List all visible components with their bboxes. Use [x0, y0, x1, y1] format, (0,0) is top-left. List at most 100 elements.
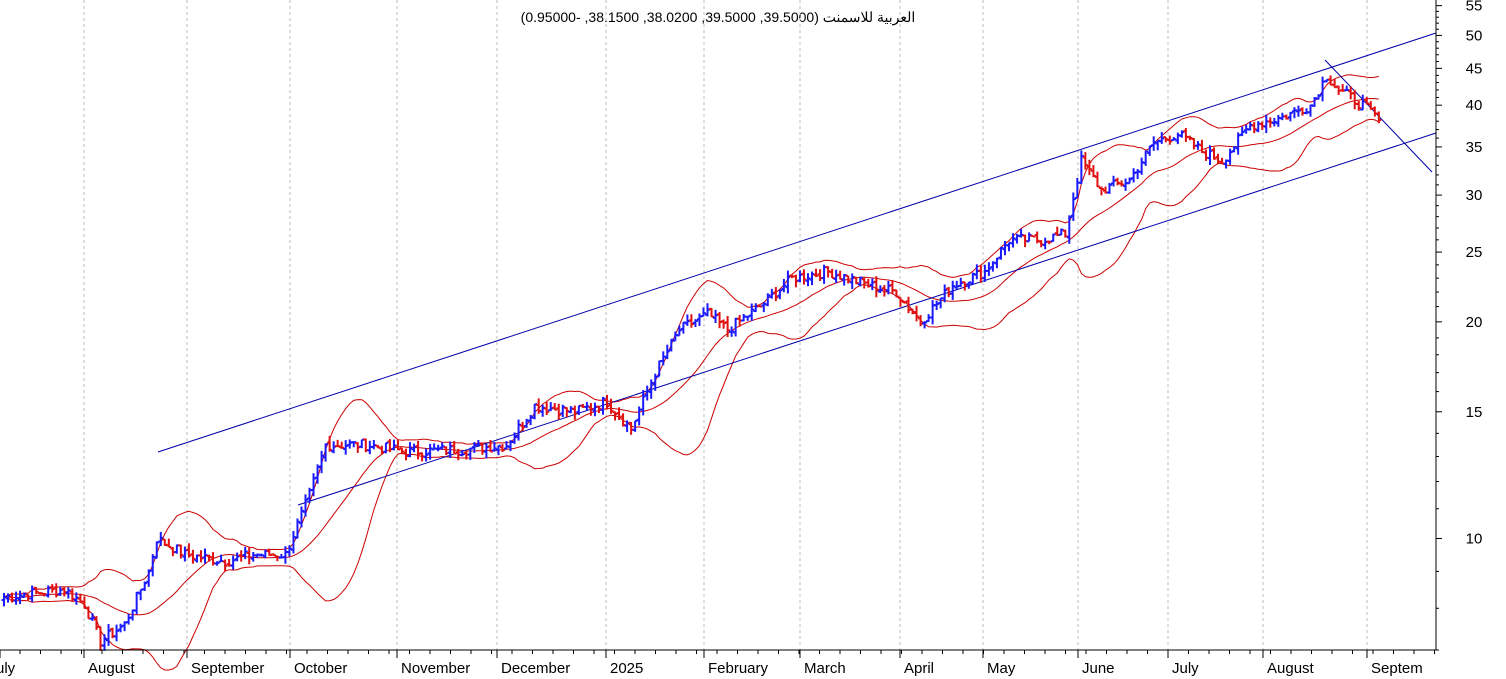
price-bar [395, 440, 401, 451]
x-tick-label: 2025 [610, 660, 643, 677]
price-bar [335, 439, 341, 448]
price-bar [1299, 107, 1305, 116]
price-bar [548, 402, 554, 412]
price-bar [258, 553, 264, 557]
price-bar [29, 585, 35, 603]
price-bar [1171, 137, 1177, 142]
x-tick-label: July [1172, 660, 1199, 677]
price-bar [753, 303, 759, 313]
channel-lower-line [297, 132, 1437, 506]
y-tick-label: 20 [1466, 314, 1483, 331]
price-bar [459, 450, 465, 457]
price-bar [1070, 192, 1076, 221]
price-bar [391, 439, 397, 451]
price-bar [1098, 186, 1104, 196]
price-bar [106, 624, 112, 646]
price-bar [13, 591, 19, 605]
price-bar [53, 583, 59, 598]
price-bar [797, 270, 803, 283]
price-bar [857, 276, 863, 287]
price-bar [805, 273, 811, 287]
price-bar [214, 561, 220, 566]
price-bar [1291, 107, 1297, 119]
price-bar [41, 592, 47, 597]
price-bar [692, 319, 698, 328]
price-bar [966, 281, 972, 289]
price-bar [749, 303, 755, 322]
price-bar [491, 441, 497, 452]
price-bar [89, 613, 95, 621]
price-bar [186, 543, 192, 558]
price-bar [845, 274, 851, 284]
price-bar [1038, 240, 1044, 248]
price-bar [1127, 177, 1133, 185]
price-bar [1235, 132, 1241, 155]
price-bar [1094, 171, 1100, 188]
price-bar [773, 287, 779, 302]
price-bar [1050, 233, 1056, 243]
price-bar [532, 403, 538, 420]
price-bar [725, 316, 731, 338]
price-bar [126, 613, 132, 625]
price-bar [298, 506, 304, 528]
price-bar [222, 559, 228, 572]
price-bar [1179, 130, 1185, 138]
x-tick-label: August [88, 660, 136, 677]
price-bar [869, 278, 875, 291]
price-bar [134, 591, 140, 615]
chart-title: العربية للاسمنت (39.5000, 39.5000, 38.02… [521, 9, 916, 26]
price-bar [142, 581, 148, 591]
price-bar [1167, 135, 1173, 145]
y-tick-label: 45 [1466, 60, 1483, 77]
price-bar [339, 441, 345, 449]
price-bar [688, 314, 694, 328]
price-bar [230, 555, 236, 570]
x-tick-label: March [804, 660, 846, 677]
price-bar [664, 344, 670, 360]
x-tick-label: November [401, 660, 470, 677]
price-bar [138, 588, 144, 601]
price-bar [270, 553, 276, 557]
price-bar [1316, 94, 1322, 100]
price-bar [721, 319, 727, 329]
price-bar [1275, 114, 1281, 127]
price-bar [544, 401, 550, 416]
price-bar [1372, 106, 1378, 117]
price-bar [942, 284, 948, 303]
y-tick-label: 15 [1466, 404, 1483, 421]
price-bar [1271, 117, 1277, 127]
price-bar [1078, 150, 1084, 185]
price-bar [351, 441, 357, 448]
x-tick-label: April [904, 660, 934, 677]
price-bar [178, 544, 184, 559]
grid-layer [83, 0, 1368, 650]
price-bar [495, 444, 501, 456]
price-bar [608, 398, 614, 414]
price-bar [584, 401, 590, 411]
price-bar [1199, 139, 1205, 154]
price-bar [1139, 157, 1145, 175]
price-bar [158, 531, 164, 547]
price-bar [423, 448, 429, 462]
price-bar [600, 396, 606, 415]
price-bar [1135, 169, 1141, 179]
price-bar [1263, 114, 1269, 134]
channel-upper-line [157, 32, 1437, 453]
price-bar [1376, 111, 1382, 124]
price-bar [1283, 114, 1289, 120]
price-bar [150, 554, 156, 577]
price-bar [327, 435, 333, 452]
price-bar [399, 447, 405, 455]
price-bar [198, 550, 204, 563]
price-bar [319, 450, 325, 474]
price-bar [512, 432, 518, 444]
price-bar [873, 276, 879, 298]
price-bar [1058, 228, 1064, 236]
price-bar [813, 268, 819, 278]
price-bar [65, 587, 71, 599]
price-bar [323, 443, 329, 462]
price-bar [234, 552, 240, 562]
price-bar [294, 518, 300, 539]
price-bar [1344, 85, 1350, 92]
